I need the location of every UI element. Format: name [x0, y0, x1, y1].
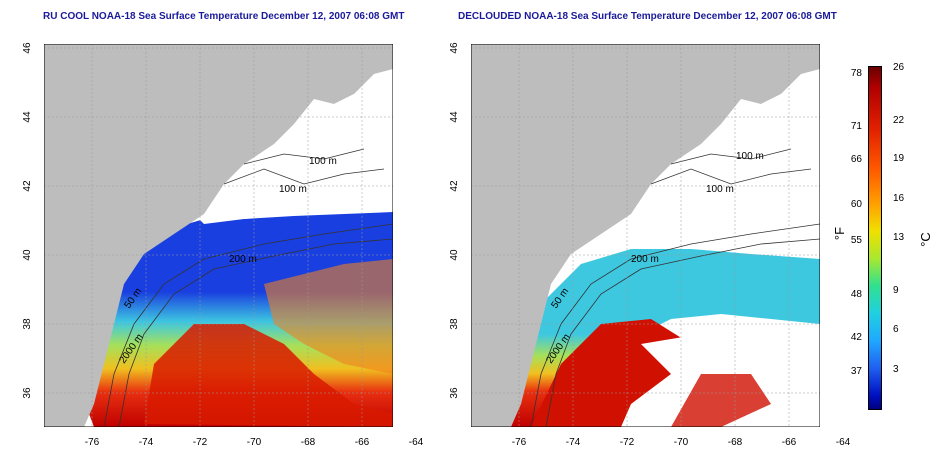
celsius-tick-label: 26: [893, 62, 905, 73]
declouded-sst-map: 100 m 100 m 200 m 50 m 2000 m: [471, 44, 820, 427]
contour-label: 200 m: [631, 254, 659, 265]
contour-label: 200 m: [229, 254, 257, 265]
celsius-tick-label: 3: [893, 364, 899, 375]
latitude-tick-label: 36: [449, 387, 460, 399]
raw-sst-map-canvas: 100 m 100 m 200 m 50 m 2000 m: [44, 44, 393, 427]
longitude-tick-label: -74: [139, 437, 154, 448]
longitude-tick-label: -72: [193, 437, 208, 448]
longitude-tick-label: -70: [674, 437, 689, 448]
celsius-tick-label: 19: [893, 153, 905, 164]
fahrenheit-tick-label: 78: [850, 68, 862, 79]
declouded-sst-map-canvas: 100 m 100 m 200 m 50 m 2000 m: [471, 44, 820, 427]
celsius-tick-label: 13: [893, 232, 905, 243]
latitude-tick-label: 40: [449, 249, 460, 261]
celsius-tick-label: 16: [893, 193, 905, 204]
latitude-tick-label: 46: [449, 42, 460, 54]
latitude-tick-label: 46: [22, 42, 33, 54]
longitude-tick-label: -66: [355, 437, 370, 448]
longitude-tick-label: -68: [301, 437, 316, 448]
celsius-tick-label: 9: [893, 285, 899, 296]
left-map-title: RU COOL NOAA-18 Sea Surface Temperature …: [43, 11, 405, 22]
latitude-tick-label: 36: [22, 387, 33, 399]
longitude-tick-label: -74: [566, 437, 581, 448]
contour-label: 100 m: [279, 184, 307, 195]
longitude-tick-label: -76: [512, 437, 527, 448]
latitude-tick-label: 40: [22, 249, 33, 261]
fahrenheit-tick-label: 42: [850, 332, 862, 343]
land-mass: [471, 44, 820, 427]
latitude-tick-label: 42: [22, 180, 33, 192]
longitude-tick-label: -70: [247, 437, 262, 448]
latitude-tick-label: 38: [449, 318, 460, 330]
celsius-tick-label: 22: [893, 115, 905, 126]
contour-label: 100 m: [309, 156, 337, 167]
fahrenheit-tick-label: 37: [850, 366, 862, 377]
fahrenheit-unit-label: °F: [832, 226, 848, 241]
temperature-colorbar: [868, 66, 882, 410]
land-mass: [44, 44, 393, 427]
longitude-tick-label: -66: [782, 437, 797, 448]
fahrenheit-tick-label: 48: [850, 289, 862, 300]
raw-sst-map: 100 m 100 m 200 m 50 m 2000 m: [44, 44, 393, 427]
fahrenheit-tick-label: 71: [850, 121, 862, 132]
longitude-tick-label: -64: [836, 437, 851, 448]
latitude-tick-label: 38: [22, 318, 33, 330]
fahrenheit-tick-label: 60: [850, 199, 862, 210]
latitude-tick-label: 44: [22, 111, 33, 123]
celsius-tick-label: 6: [893, 324, 899, 335]
latitude-tick-label: 44: [449, 111, 460, 123]
contour-label: 100 m: [706, 184, 734, 195]
celsius-unit-label: °C: [917, 232, 933, 247]
contour-label: 100 m: [736, 151, 764, 162]
latitude-tick-label: 42: [449, 180, 460, 192]
fahrenheit-tick-label: 55: [850, 235, 862, 246]
fahrenheit-tick-label: 66: [850, 154, 862, 165]
longitude-tick-label: -64: [409, 437, 424, 448]
longitude-tick-label: -76: [85, 437, 100, 448]
longitude-tick-label: -72: [620, 437, 635, 448]
right-map-title: DECLOUDED NOAA-18 Sea Surface Temperatur…: [458, 11, 837, 22]
longitude-tick-label: -68: [728, 437, 743, 448]
